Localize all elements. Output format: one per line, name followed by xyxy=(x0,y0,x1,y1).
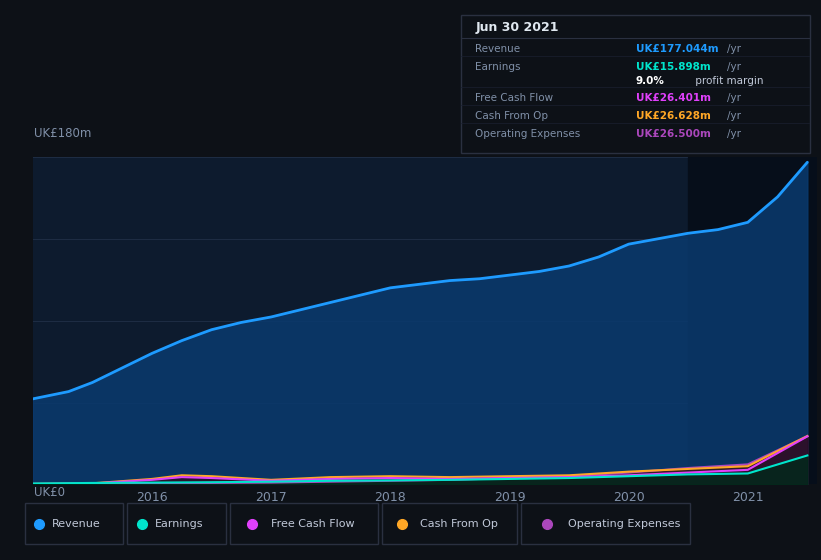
Text: /yr: /yr xyxy=(727,62,741,72)
Text: profit margin: profit margin xyxy=(692,76,764,86)
Text: UK£0: UK£0 xyxy=(34,486,66,499)
Text: Revenue: Revenue xyxy=(53,519,101,529)
Text: UK£177.044m: UK£177.044m xyxy=(636,44,718,54)
Text: 9.0%: 9.0% xyxy=(636,76,665,86)
Text: UK£15.898m: UK£15.898m xyxy=(636,62,711,72)
Bar xyxy=(688,157,817,484)
Text: Revenue: Revenue xyxy=(475,44,521,54)
Text: /yr: /yr xyxy=(727,44,741,54)
Text: /yr: /yr xyxy=(727,93,741,103)
Text: Earnings: Earnings xyxy=(475,62,521,72)
Text: Free Cash Flow: Free Cash Flow xyxy=(271,519,355,529)
Text: UK£26.500m: UK£26.500m xyxy=(636,129,711,139)
Text: Free Cash Flow: Free Cash Flow xyxy=(475,93,553,103)
Text: Operating Expenses: Operating Expenses xyxy=(568,519,681,529)
Text: Cash From Op: Cash From Op xyxy=(420,519,498,529)
Text: /yr: /yr xyxy=(727,129,741,139)
Text: UK£180m: UK£180m xyxy=(34,128,92,141)
Text: Earnings: Earnings xyxy=(155,519,204,529)
Text: Jun 30 2021: Jun 30 2021 xyxy=(475,21,559,34)
Text: Operating Expenses: Operating Expenses xyxy=(475,129,580,139)
Text: Cash From Op: Cash From Op xyxy=(475,111,548,121)
Text: UK£26.628m: UK£26.628m xyxy=(636,111,711,121)
Text: UK£26.401m: UK£26.401m xyxy=(636,93,711,103)
Text: /yr: /yr xyxy=(727,111,741,121)
